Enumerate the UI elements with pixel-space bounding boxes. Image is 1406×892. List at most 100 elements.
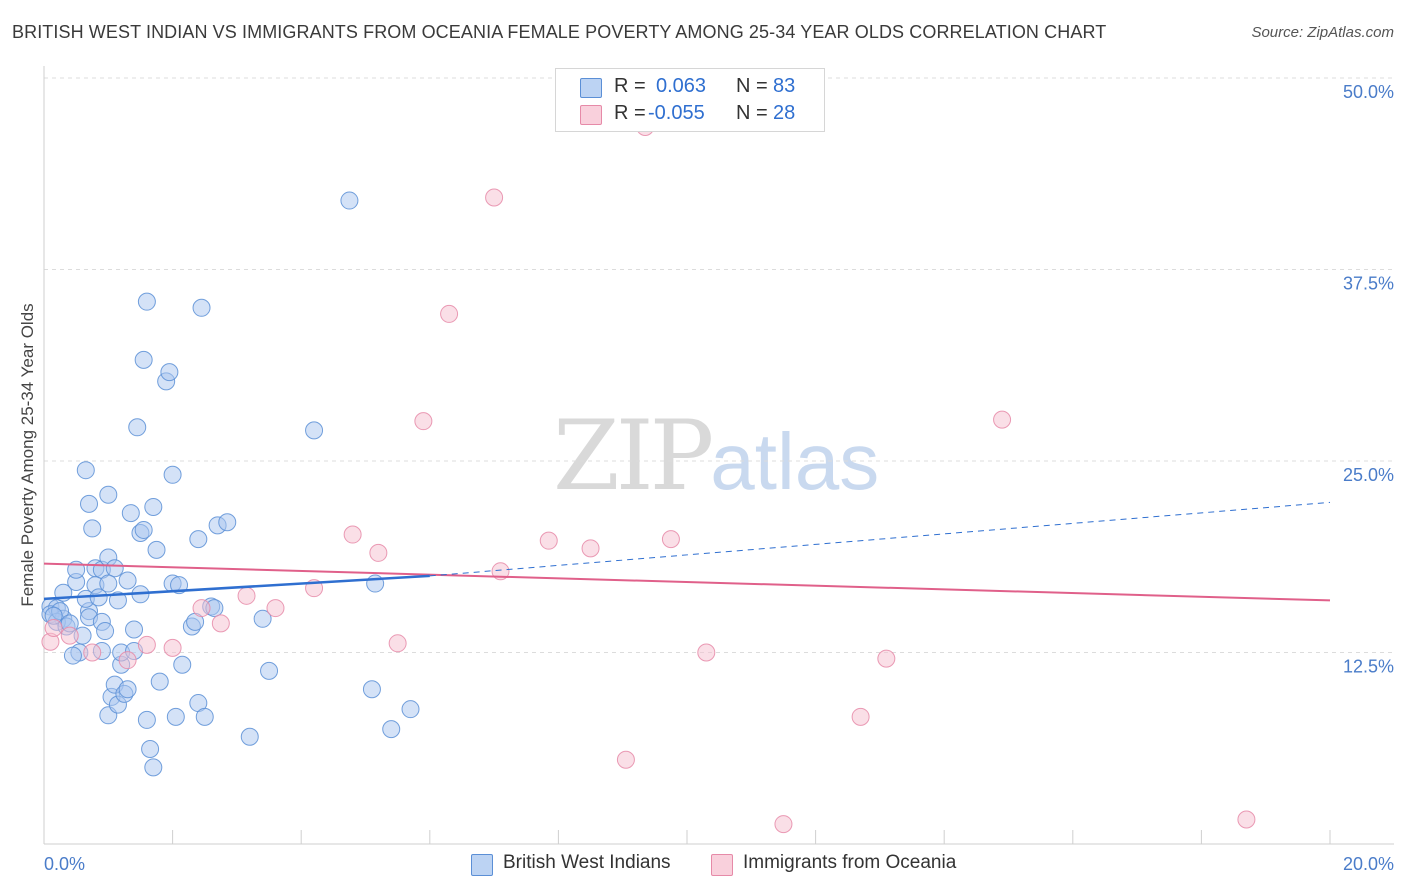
x-tick-label: 20.0% [1343, 854, 1394, 874]
legend-r-label: R = [614, 75, 646, 97]
british-west-indians-point [305, 421, 324, 440]
y-tick-label: 25.0% [1343, 465, 1394, 485]
british-west-indians-point [218, 513, 237, 532]
immigrants-from-oceania-points [41, 118, 1256, 834]
legend-swatch-blue [580, 78, 602, 98]
x-tick-label: 0.0% [44, 854, 85, 874]
british-west-indians-point [253, 609, 272, 628]
british-west-indians-point [83, 519, 102, 538]
british-west-indians-point [137, 292, 156, 311]
british-west-indians-point [105, 559, 124, 578]
british-west-indians-point [144, 758, 163, 777]
british-west-indians-point [125, 620, 144, 639]
british-west-indians-point [141, 740, 160, 759]
y-tick-label: 50.0% [1343, 82, 1394, 102]
tick-labels: 12.5% 25.0% 37.5% 50.0% 0.0% 20.0% [44, 82, 1394, 874]
series-legend-label: British West Indians [503, 852, 671, 873]
immigrants-from-oceania-point [414, 412, 433, 431]
british-west-indians-point [76, 461, 95, 480]
immigrants-from-oceania-point [266, 599, 285, 618]
watermark-zip: ZIP [553, 400, 714, 512]
british-west-indians-point [150, 672, 169, 691]
immigrants-from-oceania-point [83, 643, 102, 662]
british-west-indians-point [192, 298, 211, 317]
british-west-indians-point [160, 363, 179, 382]
british-west-indians-point [134, 520, 153, 539]
immigrants-from-oceania-point [877, 649, 896, 668]
immigrants-from-oceania-point [388, 634, 407, 653]
immigrants-from-oceania-point [581, 539, 600, 558]
british-west-indians-point [382, 720, 401, 739]
immigrants-from-oceania-point [485, 188, 504, 207]
grid-lines [44, 77, 1394, 653]
immigrants-from-oceania-point [491, 562, 510, 581]
immigrants-from-oceania-point [851, 707, 870, 726]
immigrants-from-oceania-point [993, 410, 1012, 429]
legend-swatch-blue [471, 854, 493, 876]
british-west-indians-point [401, 700, 420, 719]
watermark-atlas: atlas [710, 417, 880, 506]
immigrants-from-oceania-point [616, 750, 635, 769]
british-west-indians-trend-line-projected [429, 501, 1331, 577]
british-west-indians-point [80, 494, 99, 513]
british-west-indians-point [121, 504, 140, 523]
british-west-indians-point [189, 530, 208, 549]
immigrants-from-oceania-point [211, 614, 230, 633]
source-label: Source: ZipAtlas.com [1251, 24, 1394, 41]
british-west-indians-point [99, 485, 118, 504]
british-west-indians-point [144, 497, 163, 516]
legend-r-value: 0.063 [656, 75, 707, 97]
british-west-indians-point [99, 574, 118, 593]
british-west-indians-point [195, 707, 214, 726]
trend-lines [43, 501, 1331, 602]
watermark: ZIPatlas [553, 400, 879, 512]
british-west-indians-point [362, 680, 381, 699]
y-tick-label: 12.5% [1343, 657, 1394, 677]
correlation-legend: R = 0.063 N = 83 R = -0.055 N = 28 [555, 68, 825, 132]
legend-n-label: N = [736, 102, 768, 124]
legend-n-label: N = [736, 75, 768, 97]
immigrants-from-oceania-point [118, 651, 137, 670]
immigrants-from-oceania-point [343, 525, 362, 544]
british-west-indians-point [340, 191, 359, 210]
immigrants-from-oceania-point [440, 304, 459, 323]
immigrants-from-oceania-point [163, 638, 182, 657]
british-west-indians-point [137, 710, 156, 729]
british-west-indians-point [163, 465, 182, 484]
british-west-indians-point [173, 655, 192, 674]
british-west-indians-point [240, 727, 259, 746]
legend-swatch-pink [580, 105, 602, 125]
british-west-indians-point [260, 661, 279, 680]
series-legend-label: Immigrants from Oceania [743, 852, 957, 873]
legend-swatch-pink [711, 854, 733, 876]
british-west-indians-point [134, 350, 153, 369]
immigrants-from-oceania-point [697, 643, 716, 662]
immigrants-from-oceania-trend-line [43, 562, 1331, 602]
immigrants-from-oceania-point [237, 586, 256, 605]
british-west-indians-point [96, 622, 115, 641]
axes [43, 66, 1394, 845]
immigrants-from-oceania-point [137, 635, 156, 654]
immigrants-from-oceania-point [539, 531, 558, 550]
legend-n-value: 28 [773, 102, 796, 124]
legend-n-value: 83 [773, 75, 796, 97]
british-west-indians-point [147, 540, 166, 559]
british-west-indians-points [41, 191, 420, 777]
immigrants-from-oceania-point [60, 626, 79, 645]
series-legend: British West Indians Immigrants from Oce… [0, 852, 1406, 878]
immigrants-from-oceania-point [192, 599, 211, 618]
immigrants-from-oceania-point [44, 618, 63, 637]
legend-r-label: R = [614, 102, 646, 124]
immigrants-from-oceania-point [1237, 810, 1256, 829]
british-west-indians-point [63, 646, 82, 665]
immigrants-from-oceania-point [661, 530, 680, 549]
chart-title: BRITISH WEST INDIAN VS IMMIGRANTS FROM O… [12, 22, 1107, 42]
british-west-indians-point [118, 680, 137, 699]
british-west-indians-point [118, 571, 137, 590]
british-west-indians-trend-line [43, 574, 430, 601]
british-west-indians-point [166, 707, 185, 726]
y-tick-label: 37.5% [1343, 274, 1394, 294]
immigrants-from-oceania-point [369, 543, 388, 562]
british-west-indians-point [128, 418, 147, 437]
